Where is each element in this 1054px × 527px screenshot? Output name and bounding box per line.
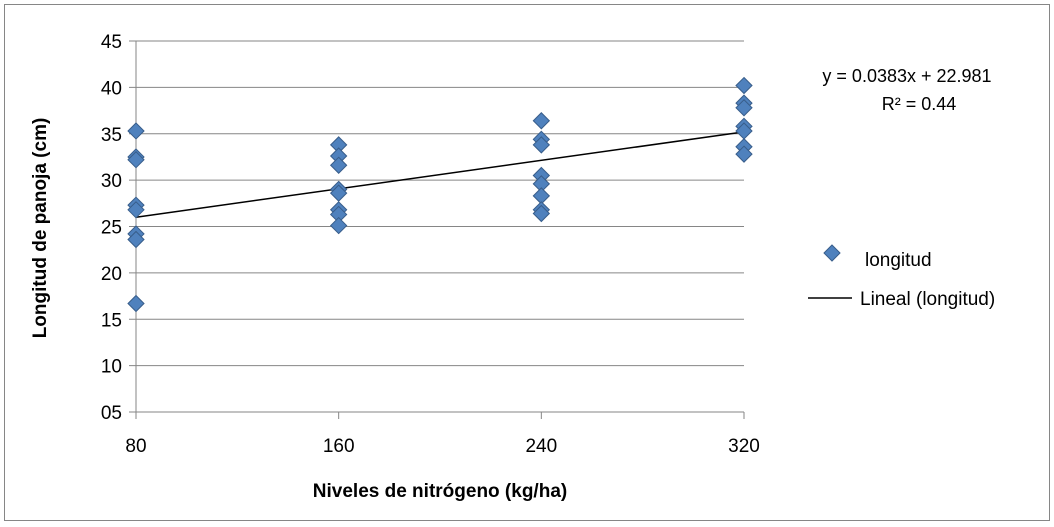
data-point	[735, 99, 753, 117]
x-tick-label: 320	[728, 436, 760, 457]
legend-marker-diamond	[823, 244, 841, 262]
legend-item-longitud: longitud	[823, 244, 932, 271]
y-tick-label: 25	[101, 218, 122, 239]
legend: longitud Lineal (longitud)	[808, 244, 995, 310]
legend-label-longitud: longitud	[865, 250, 932, 271]
x-tick-label: 160	[323, 436, 355, 457]
data-points	[127, 76, 753, 313]
trendline-group	[135, 131, 745, 218]
data-point	[127, 201, 145, 219]
legend-item-lineal: Lineal (longitud)	[808, 289, 995, 310]
axes	[129, 40, 745, 419]
data-point	[532, 112, 551, 130]
trendline-equation: y = 0.0383x + 22.981 R² = 0.44	[822, 66, 991, 114]
y-tick-label: 20	[101, 264, 122, 285]
data-point	[127, 230, 145, 249]
legend-label-lineal: Lineal (longitud)	[860, 289, 995, 310]
data-point	[329, 216, 348, 235]
y-tick-labels: 05 10 15 20 25 30 35 40 45	[101, 32, 122, 424]
data-point	[532, 136, 551, 154]
data-point	[127, 294, 145, 313]
y-tick-label: 10	[101, 357, 122, 378]
chart-area	[4, 4, 1050, 521]
data-point	[735, 145, 753, 163]
x-axis-title: Niveles de nitrógeno (kg/ha)	[313, 481, 567, 502]
data-point	[127, 122, 145, 140]
r-squared-text: R² = 0.44	[882, 94, 957, 114]
x-tick-label: 240	[525, 436, 557, 457]
data-point	[329, 156, 348, 174]
data-point	[127, 151, 145, 169]
y-tick-label: 45	[101, 32, 122, 53]
y-tick-label: 05	[101, 403, 122, 424]
x-tick-label: 80	[125, 436, 146, 457]
y-tick-label: 15	[101, 310, 122, 331]
equation-text: y = 0.0383x + 22.981	[822, 66, 991, 86]
x-tick-labels: 80 160 240 320	[125, 436, 759, 457]
y-tick-label: 30	[101, 171, 122, 192]
y-tick-label: 35	[101, 125, 122, 146]
data-point	[532, 204, 551, 223]
gridlines	[136, 40, 744, 367]
trendline	[135, 131, 745, 218]
data-point	[735, 76, 753, 95]
y-tick-label: 40	[101, 78, 122, 99]
y-axis-title: Longitud de panoja (cm)	[30, 118, 51, 339]
